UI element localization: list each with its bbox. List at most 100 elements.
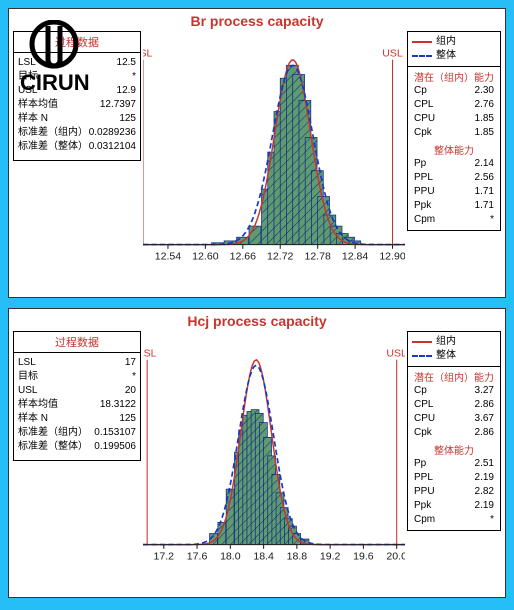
data-row: 标准差（整体）0.0312104 — [18, 140, 136, 154]
legend: 组内整体 — [408, 32, 500, 67]
x-tick-label: 12.84 — [342, 250, 369, 262]
capability-value: 3.67 — [475, 412, 494, 426]
capability-label: PPU — [414, 185, 435, 199]
capability-value: 1.85 — [475, 112, 494, 126]
capability-label: Cpk — [414, 426, 432, 440]
capability-row: Cp 2.30 — [408, 84, 500, 98]
capability-value: 2.14 — [475, 157, 494, 171]
data-value: 12.5 — [117, 56, 136, 70]
data-label: 样本均值 — [18, 398, 58, 412]
spec-label: USL — [386, 348, 405, 360]
spec-label: LSL — [143, 348, 157, 360]
capability-value: 2.30 — [475, 84, 494, 98]
x-tick-label: 17.2 — [154, 550, 175, 562]
x-tick-label: 12.66 — [230, 250, 257, 262]
data-row: 样本均值 18.3122 — [18, 398, 136, 412]
data-label: 样本 N — [18, 412, 48, 426]
data-label: 标准差（组内） — [18, 126, 88, 140]
chart-area: LSLUSL17.217.618.018.418.819.219.620.0 — [143, 331, 405, 586]
data-row: 样本 N 125 — [18, 112, 136, 126]
capability-label: CPL — [414, 98, 433, 112]
x-tick-label: 12.90 — [379, 250, 405, 262]
capability-value: 1.71 — [475, 185, 494, 199]
capability-value: 1.85 — [475, 126, 494, 140]
process-data-header: 过程数据 — [14, 332, 140, 353]
data-value: 125 — [119, 112, 136, 126]
capability-label: Cp — [414, 84, 427, 98]
data-value: 0.153107 — [94, 426, 136, 440]
legend-line-within — [412, 41, 432, 43]
legend-label: 组内 — [436, 35, 456, 49]
capability-value: 2.19 — [475, 471, 494, 485]
capability-row: Ppk 2.19 — [408, 499, 500, 513]
capability-value: 2.86 — [475, 398, 494, 412]
x-tick-label: 12.78 — [304, 250, 331, 262]
capability-label: Cpm — [414, 213, 435, 227]
capability-box: 组内整体潜在（组内）能力Cp3.27CPL2.86CPU3.67Cpk2.86整… — [407, 331, 501, 531]
data-row: 目标 * — [18, 370, 136, 384]
capability-value: 3.27 — [475, 384, 494, 398]
x-tick-label: 19.6 — [353, 550, 374, 562]
x-tick-label: 19.2 — [320, 550, 341, 562]
capability-value: 2.19 — [475, 499, 494, 513]
capability-row: Ppk 1.71 — [408, 199, 500, 213]
process-data-header: 过程数据 — [14, 32, 140, 53]
data-label: 目标 — [18, 370, 38, 384]
legend-line-overall — [412, 355, 432, 357]
capability-value: 2.51 — [475, 457, 494, 471]
capability-row: Cpk2.86 — [408, 426, 500, 440]
capability-row: CPU1.85 — [408, 112, 500, 126]
capability-panel: Br process capacity过程数据LSL12.5目标*USL12.9… — [8, 8, 506, 298]
data-label: 标准差（整体） — [18, 440, 88, 454]
capability-label: Pp — [414, 457, 426, 471]
capability-row: CPU 3.67 — [408, 412, 500, 426]
spec-label: LSL — [143, 48, 153, 60]
data-label: LSL — [18, 56, 36, 70]
data-value: 0.0312104 — [89, 140, 136, 154]
data-value: * — [132, 370, 136, 384]
data-row: USL20 — [18, 384, 136, 398]
capability-section-header: 整体能力 — [408, 440, 500, 457]
capability-label: CPU — [414, 412, 435, 426]
capability-value: 2.56 — [475, 171, 494, 185]
data-value: 0.0289236 — [89, 126, 136, 140]
capability-section-header: 潜在（组内）能力 — [408, 67, 500, 84]
capability-chart: LSLUSL12.5412.6012.6612.7212.7812.8412.9… — [143, 31, 405, 286]
legend: 组内整体 — [408, 332, 500, 367]
capability-label: Cp — [414, 384, 427, 398]
x-tick-label: 20.0 — [386, 550, 405, 562]
data-label: LSL — [18, 356, 36, 370]
capability-row: Pp2.14 — [408, 157, 500, 171]
capability-label: Ppk — [414, 499, 431, 513]
capability-label: Ppk — [414, 199, 431, 213]
data-value: 12.7397 — [100, 98, 136, 112]
data-value: 125 — [119, 412, 136, 426]
capability-section-header: 潜在（组内）能力 — [408, 367, 500, 384]
data-label: 样本均值 — [18, 98, 58, 112]
capability-row: CPL 2.76 — [408, 98, 500, 112]
data-row: 标准差（整体）0.199506 — [18, 440, 136, 454]
capability-label: PPL — [414, 171, 433, 185]
data-label: USL — [18, 84, 37, 98]
capability-section-header: 整体能力 — [408, 140, 500, 157]
process-data-box: 过程数据LSL12.5目标*USL12.9样本均值12.7397样本 N125标… — [13, 31, 141, 161]
capability-row: PPU 1.71 — [408, 185, 500, 199]
data-value: 17 — [125, 356, 136, 370]
capability-value: 2.76 — [475, 98, 494, 112]
data-value: 18.3122 — [100, 398, 136, 412]
capability-label: PPL — [414, 471, 433, 485]
capability-row: PPU2.82 — [408, 485, 500, 499]
data-row: 样本均值 12.7397 — [18, 98, 136, 112]
capability-row: Cp 3.27 — [408, 384, 500, 398]
capability-value: 1.71 — [475, 199, 494, 213]
data-label: 目标 — [18, 70, 38, 84]
capability-panel: Hcj process capacity过程数据LSL17目标*USL20样本均… — [8, 308, 506, 598]
capability-row: CPL2.86 — [408, 398, 500, 412]
legend-label: 整体 — [436, 49, 456, 63]
capability-row: PPL 2.56 — [408, 171, 500, 185]
legend-line-overall — [412, 55, 432, 57]
capability-label: PPU — [414, 485, 435, 499]
data-label: 样本 N — [18, 112, 48, 126]
x-tick-label: 18.0 — [220, 550, 241, 562]
x-tick-label: 12.54 — [155, 250, 182, 262]
